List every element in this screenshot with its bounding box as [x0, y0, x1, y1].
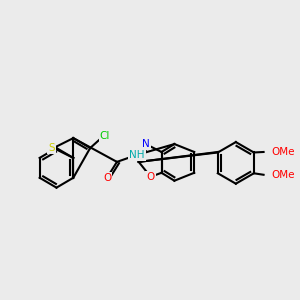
Text: Cl: Cl	[100, 131, 110, 141]
Text: N: N	[142, 139, 149, 149]
Text: S: S	[48, 143, 55, 153]
Text: O: O	[146, 172, 155, 182]
Text: O: O	[103, 173, 111, 183]
Text: NH: NH	[129, 150, 145, 160]
Text: OMe: OMe	[272, 147, 295, 157]
Text: OMe: OMe	[272, 170, 295, 180]
